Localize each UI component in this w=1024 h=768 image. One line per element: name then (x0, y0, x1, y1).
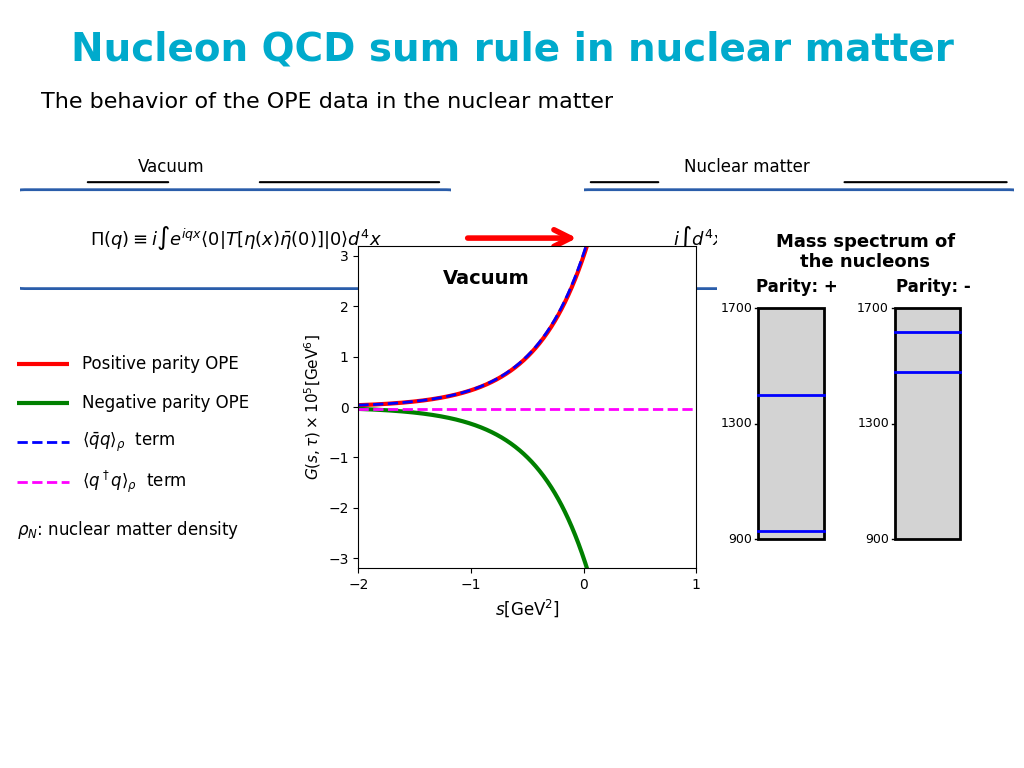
Line: blue: blue (358, 0, 640, 406)
pos (583, 234, 595, 243)
Text: Negative parity OPE: Negative parity OPE (82, 394, 250, 412)
Text: Nucleon QCD sum rule in nuclear matter: Nucleon QCD sum rule in nuclear matter (71, 31, 953, 68)
pos (520, 353, 532, 362)
Text: Positive parity OPE: Positive parity OPE (82, 355, 239, 373)
FancyBboxPatch shape (580, 190, 1018, 289)
Text: Mass spectrum of
the nucleons: Mass spectrum of the nucleons (776, 233, 954, 271)
Text: The behavior of the OPE data in the nuclear matter: The behavior of the OPE data in the nucl… (41, 92, 613, 112)
Text: Nuclear matter: Nuclear matter (684, 157, 810, 176)
Text: 1300: 1300 (857, 418, 889, 430)
Bar (759, 309, 823, 539)
blue (583, 231, 595, 240)
X-axis label: $s[\mathrm{GeV}^2]$: $s[\mathrm{GeV}^2]$ (495, 598, 560, 619)
blue (486, 377, 499, 386)
Text: Vacuum: Vacuum (137, 157, 205, 176)
blue (520, 353, 532, 362)
Text: $\Pi(q) \equiv i \int e^{iqx}\langle 0|T[\eta(x)\bar{\eta}(0)]|0\rangle d^4x$: $\Pi(q) \equiv i \int e^{iqx}\langle 0|T… (89, 224, 382, 252)
Text: $\langle\bar{q}q\rangle_\rho$  term: $\langle\bar{q}q\rangle_\rho$ term (82, 431, 175, 454)
neg (487, 429, 500, 438)
Text: Parity: -: Parity: - (896, 278, 971, 296)
mag (439, 404, 452, 413)
blue (352, 401, 365, 410)
Text: $\langle q^\dagger q\rangle_\rho$  term: $\langle q^\dagger q\rangle_\rho$ term (82, 468, 187, 495)
neg (583, 571, 595, 580)
Text: Vacuum: Vacuum (442, 270, 529, 289)
neg (486, 428, 499, 437)
Text: $i \int d^4x e^{iqx}\langle\Psi_0|T[\eta(x)\bar{\eta}(0)]|\Psi_0\rangle$: $i \int d^4x e^{iqx}\langle\Psi_0|T[\eta… (673, 224, 925, 252)
blue (627, 0, 639, 7)
Y-axis label: $G(s,\tau)\times 10^5[\mathrm{GeV}^6]$: $G(s,\tau)\times 10^5[\mathrm{GeV}^6]$ (302, 334, 323, 480)
Bar (895, 309, 961, 539)
mag (690, 404, 702, 413)
Line: neg: neg (358, 409, 640, 768)
pos (486, 377, 499, 386)
Line: pos: pos (358, 0, 640, 406)
Text: $\rho_N$: nuclear matter density: $\rho_N$: nuclear matter density (16, 519, 239, 541)
Text: 1300: 1300 (721, 418, 753, 430)
FancyBboxPatch shape (16, 190, 455, 289)
pos (505, 366, 517, 376)
Text: 1700: 1700 (721, 302, 753, 315)
mag (551, 404, 563, 413)
blue (505, 366, 517, 375)
Text: 900: 900 (865, 533, 889, 546)
neg (520, 452, 532, 461)
pos (487, 376, 500, 386)
neg (352, 404, 365, 413)
mag (606, 404, 618, 413)
mag (578, 404, 590, 413)
mag (505, 404, 517, 413)
neg (505, 439, 517, 448)
blue (487, 376, 500, 385)
mag (412, 404, 424, 413)
Text: 900: 900 (728, 533, 753, 546)
pos (352, 401, 365, 410)
pos (627, 5, 639, 14)
Text: Parity: +: Parity: + (756, 278, 838, 296)
mag (352, 404, 365, 413)
FancyBboxPatch shape (708, 197, 1023, 579)
Text: 1700: 1700 (857, 302, 889, 315)
